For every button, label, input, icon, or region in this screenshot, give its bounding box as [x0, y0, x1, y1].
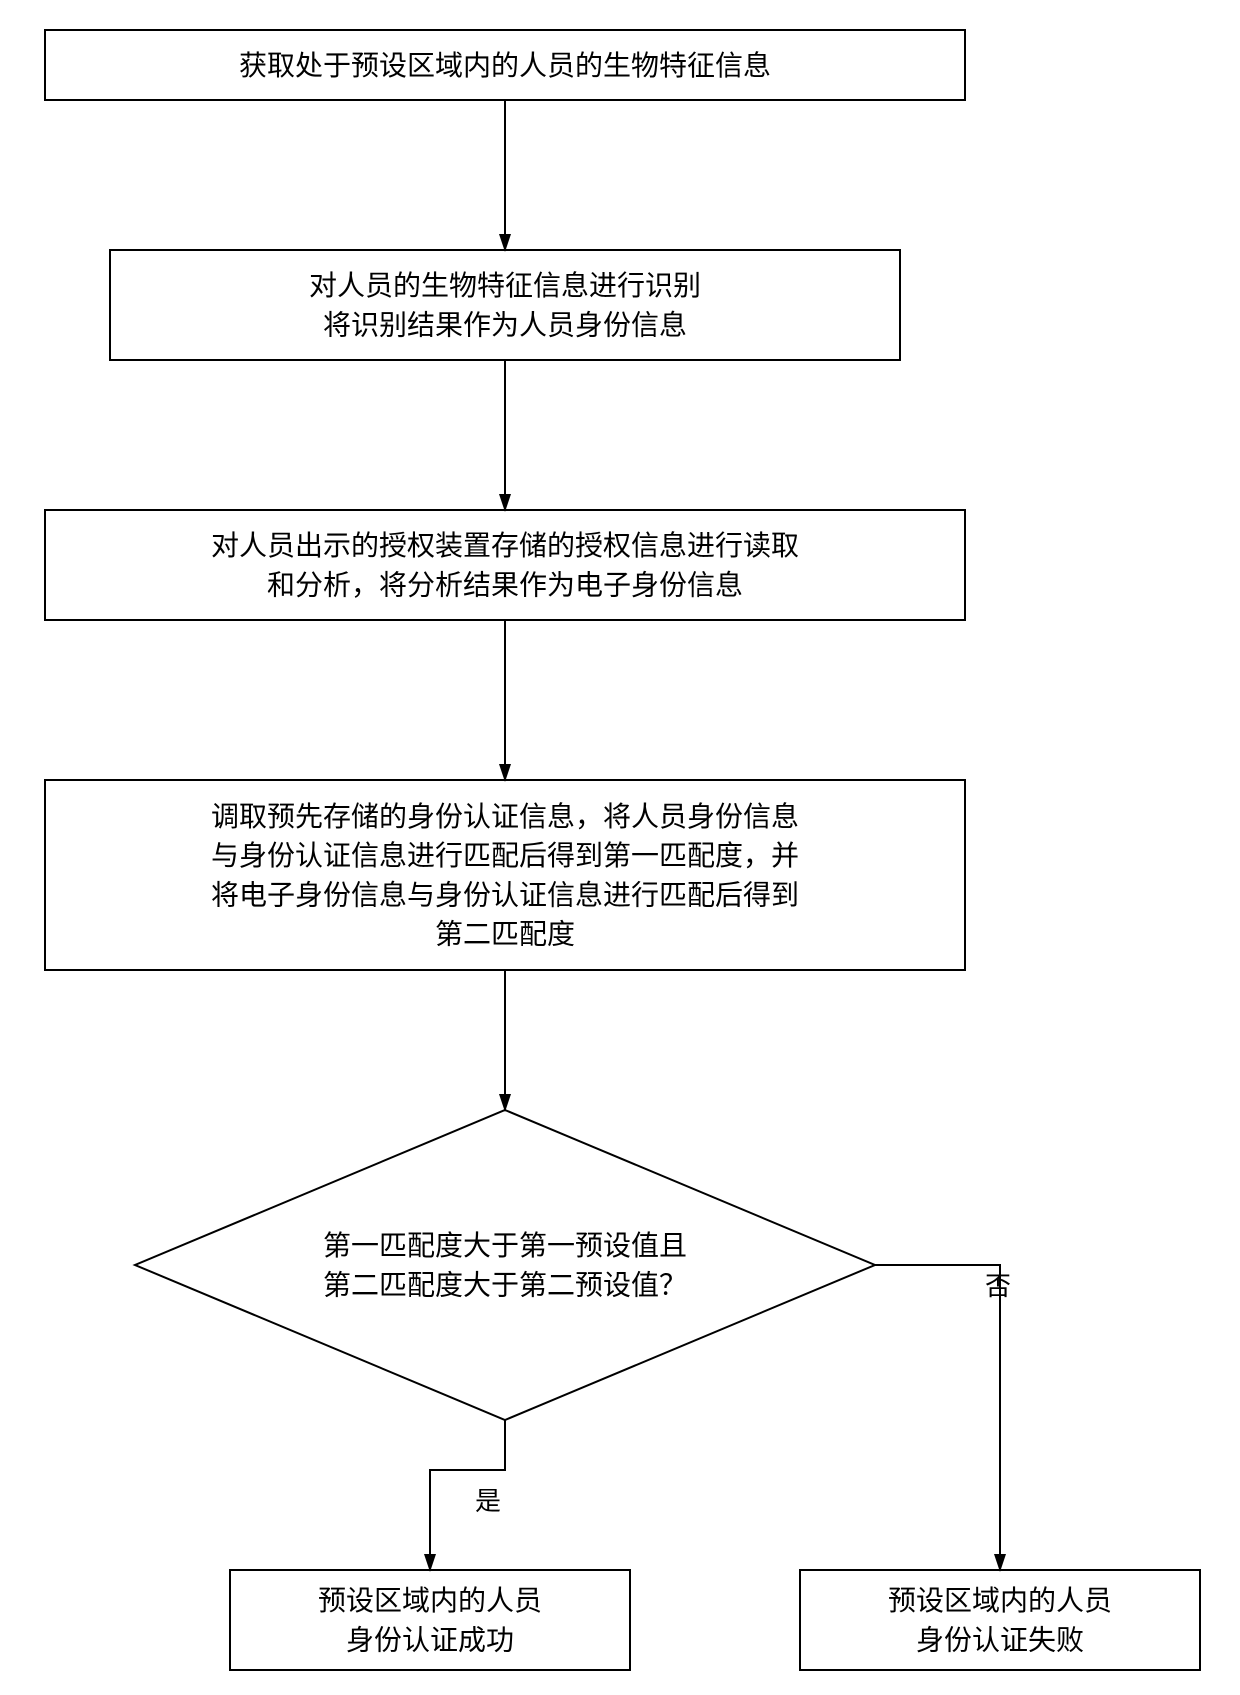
- flowchart-node-n7: 预设区域内的人员身份认证失败: [800, 1570, 1200, 1670]
- node-text: 预设区域内的人员: [318, 1585, 542, 1617]
- nodes: 获取处于预设区域内的人员的生物特征信息对人员的生物特征信息进行识别将识别结果作为…: [45, 30, 1200, 1670]
- node-text: 身份认证失败: [916, 1624, 1084, 1656]
- edge: [875, 1265, 1000, 1570]
- flowchart-node-n3: 对人员出示的授权装置存储的授权信息进行读取和分析，将分析结果作为电子身份信息: [45, 510, 965, 620]
- flowchart-node-n6: 预设区域内的人员身份认证成功: [230, 1570, 630, 1670]
- node-text: 获取处于预设区域内的人员的生物特征信息: [239, 50, 771, 82]
- node-text: 调取预先存储的身份认证信息，将人员身份信息: [211, 801, 799, 833]
- node-text: 对人员的生物特征信息进行识别: [309, 270, 701, 302]
- node-text: 将识别结果作为人员身份信息: [323, 309, 687, 341]
- node-text: 身份认证成功: [346, 1624, 514, 1656]
- edge-label: 是: [475, 1487, 501, 1516]
- node-text: 预设区域内的人员: [888, 1585, 1112, 1617]
- node-text: 将电子身份信息与身份认证信息进行匹配后得到: [211, 879, 799, 911]
- flowchart-node-n5: 第一匹配度大于第一预设值且第二匹配度大于第二预设值？: [135, 1110, 875, 1420]
- node-text: 第二匹配度大于第二预设值？: [323, 1269, 687, 1301]
- node-text: 第一匹配度大于第一预设值且: [323, 1230, 687, 1262]
- edge-label: 否: [985, 1272, 1011, 1301]
- flowchart-node-n2: 对人员的生物特征信息进行识别将识别结果作为人员身份信息: [110, 250, 900, 360]
- node-text: 对人员出示的授权装置存储的授权信息进行读取: [211, 530, 799, 562]
- flowchart-node-n4: 调取预先存储的身份认证信息，将人员身份信息与身份认证信息进行匹配后得到第一匹配度…: [45, 780, 965, 970]
- flowchart-node-n1: 获取处于预设区域内的人员的生物特征信息: [45, 30, 965, 100]
- node-text: 第二匹配度: [435, 919, 575, 951]
- node-text: 和分析，将分析结果作为电子身份信息: [267, 569, 743, 601]
- node-text: 与身份认证信息进行匹配后得到第一匹配度，并: [211, 840, 799, 872]
